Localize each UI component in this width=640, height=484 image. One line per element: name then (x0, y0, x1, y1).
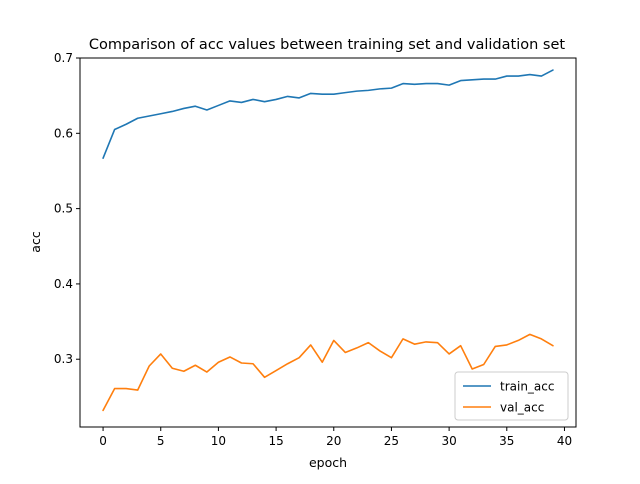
x-tick-label: 35 (499, 434, 514, 448)
plot-background (80, 58, 576, 427)
x-tick-label: 5 (157, 434, 165, 448)
x-tick-label: 25 (384, 434, 399, 448)
x-tick-label: 30 (441, 434, 456, 448)
x-tick-label: 40 (557, 434, 572, 448)
legend-label-train-acc: train_acc (500, 380, 554, 394)
y-tick-label: 0.3 (54, 352, 73, 366)
legend: train_acc val_acc (454, 371, 569, 421)
chart-title: Comparison of acc values between trainin… (89, 37, 565, 53)
y-tick-label: 0.7 (54, 51, 73, 65)
plot-area (79, 57, 577, 428)
x-axis-ticks: 0 5 10 15 20 25 30 35 40 (99, 427, 572, 448)
y-tick-label: 0.4 (54, 277, 73, 291)
x-axis-label: epoch (309, 455, 347, 470)
x-tick-label: 20 (326, 434, 341, 448)
legend-items: train_acc val_acc (463, 380, 554, 415)
x-tick-label: 15 (268, 434, 283, 448)
series-line-train-acc (102, 69, 554, 159)
series-layer (102, 69, 554, 412)
x-tick-label: 0 (99, 434, 107, 448)
series-line-val-acc (102, 333, 554, 412)
y-tick-label: 0.5 (54, 202, 73, 216)
y-tick-label: 0.6 (54, 126, 73, 140)
y-axis-ticks: 0.3 0.4 0.5 0.6 0.7 (54, 51, 80, 366)
legend-label-val-acc: val_acc (500, 401, 544, 415)
legend-box (454, 371, 569, 421)
y-axis-label: acc (28, 231, 43, 253)
x-tick-label: 10 (211, 434, 226, 448)
axes-frame (79, 57, 577, 428)
